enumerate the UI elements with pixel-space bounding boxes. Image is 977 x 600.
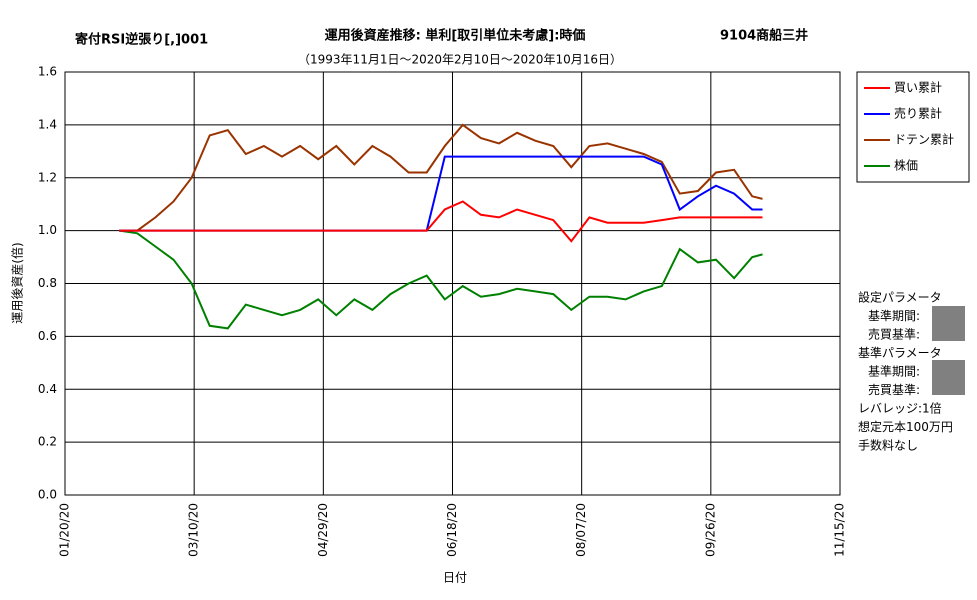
strategy: 寄付RSI逆張り[,]001 <box>75 32 208 48</box>
x-tick-label: 04/29/20 <box>316 503 330 557</box>
x-label: 日付 <box>443 571 467 585</box>
legend-label: 株価 <box>894 158 918 173</box>
subtitle: （1993年11月1日～2020年2月10日～2020年10月16日） <box>298 53 622 67</box>
legend-label: ドテン累計 <box>894 132 954 147</box>
hidden-value <box>932 360 965 395</box>
legend-label: 売り累計 <box>894 106 942 121</box>
series-line <box>119 229 763 330</box>
x-tick-label: 06/18/20 <box>445 503 459 557</box>
parameter-text: 基準パラメータ <box>858 345 942 360</box>
legend-label: 買い累計 <box>894 80 942 95</box>
y-tick-label: 1.2 <box>38 170 57 184</box>
y-tick-label: 1.0 <box>38 223 57 237</box>
y-tick-label: 1.6 <box>38 65 57 79</box>
x-tick-label: 09/26/20 <box>703 503 717 557</box>
x-tick-label: 08/07/20 <box>574 503 588 557</box>
hidden-value <box>932 306 965 341</box>
y-tick-label: 0.4 <box>38 382 57 396</box>
y-label: 運用後資産(倍) <box>10 242 25 323</box>
series-line <box>119 123 763 232</box>
parameter-text: 基準期間: <box>868 364 920 379</box>
legend-box <box>856 71 970 183</box>
y-tick-label: 0.6 <box>38 329 57 343</box>
y-tick-label: 0.0 <box>38 488 57 502</box>
x-tick-label: 01/20/20 <box>58 503 72 557</box>
parameter-text: 基準期間: <box>868 308 920 323</box>
parameter-text: 売買基準: <box>868 382 920 397</box>
parameter-text: レバレッジ:1倍 <box>858 401 942 416</box>
parameter-text: 売買基準: <box>868 327 920 342</box>
parameter-text: 想定元本100万円 <box>858 419 953 434</box>
x-tick-label: 03/10/20 <box>187 503 201 557</box>
y-tick-label: 0.2 <box>38 435 57 449</box>
series-line <box>119 200 763 243</box>
chart-title: 運用後資産推移: 単利[取引単位未考慮]:時価 <box>325 28 586 44</box>
y-tick-label: 1.4 <box>38 117 57 131</box>
y-tick-label: 0.8 <box>38 276 57 290</box>
stock: 9104商船三井 <box>720 28 808 44</box>
parameter-text: 設定パラメータ <box>858 290 942 305</box>
parameter-text: 手数料なし <box>858 438 918 453</box>
x-tick-label: 11/15/20 <box>833 503 847 557</box>
